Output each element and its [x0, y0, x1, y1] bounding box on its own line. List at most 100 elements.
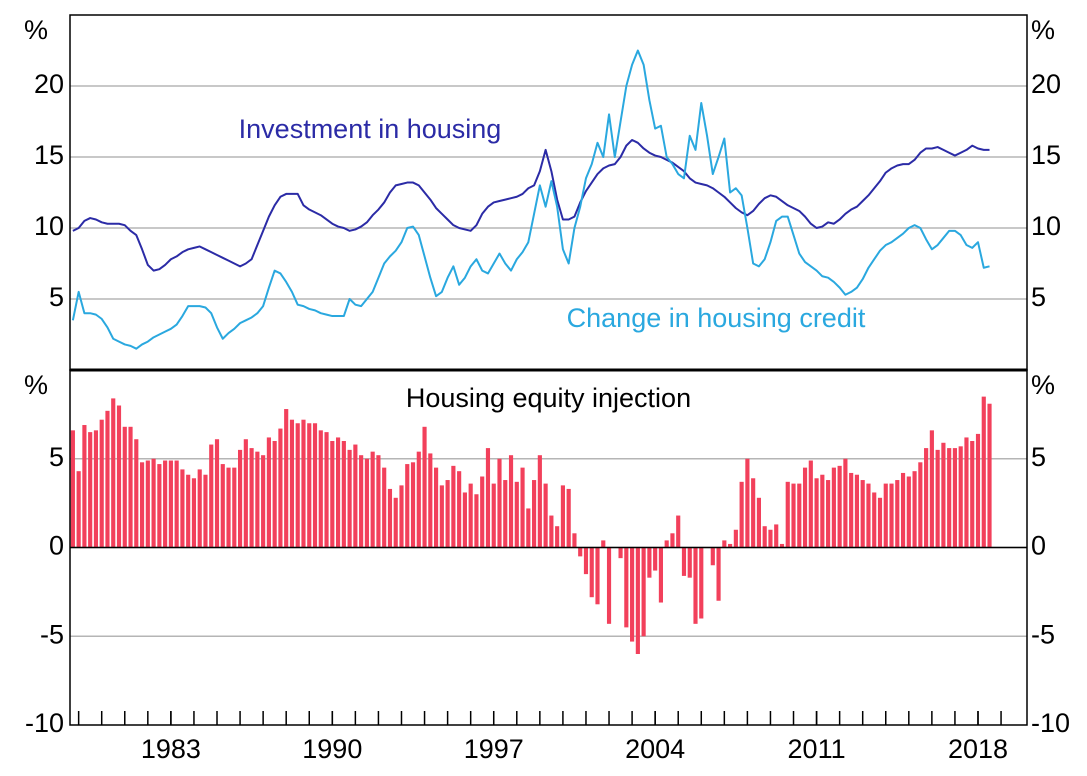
bar: [566, 488, 571, 548]
bar: [399, 485, 404, 548]
bar: [958, 446, 963, 548]
y2-tick-label: 0: [1031, 531, 1046, 561]
y2-tick-label: 20: [1031, 69, 1061, 99]
bar: [774, 524, 779, 548]
bar: [163, 460, 168, 548]
bar: [595, 547, 600, 605]
x-tick-label: 1990: [302, 734, 362, 764]
bar: [710, 547, 715, 566]
y-tick-label: 10: [34, 211, 64, 241]
bar: [624, 547, 629, 628]
bar: [82, 425, 87, 548]
bar: [975, 433, 981, 548]
y2-tick-label: 5: [1031, 442, 1046, 472]
bar: [981, 396, 986, 548]
series-line: [71, 49, 990, 350]
y2-tick-label: 10: [1031, 211, 1061, 241]
bar: [849, 472, 854, 548]
y2-tick-label: -10: [1031, 708, 1070, 738]
bar: [382, 467, 387, 548]
bar: [970, 441, 975, 548]
bar: [289, 419, 295, 548]
bar: [745, 458, 750, 548]
bar: [76, 471, 81, 548]
bar: [583, 547, 589, 575]
bar: [722, 540, 727, 548]
bar: [307, 423, 312, 548]
bar: [191, 478, 197, 548]
bar: [88, 432, 93, 548]
bar: [751, 478, 756, 548]
bar: [474, 494, 479, 548]
bar: [653, 547, 658, 571]
bar: [895, 480, 900, 548]
bar: [174, 460, 179, 548]
bar: [237, 449, 243, 548]
x-tick-label: 2004: [625, 734, 685, 764]
bar: [837, 465, 842, 548]
y-unit-label: %: [24, 15, 48, 45]
bar: [872, 492, 877, 548]
bar: [826, 480, 831, 548]
bar: [226, 467, 231, 548]
y-tick-label: 15: [34, 140, 64, 170]
bar: [912, 471, 917, 548]
bar: [952, 448, 958, 548]
bar: [214, 439, 220, 548]
bar: [122, 426, 127, 548]
bar: [491, 483, 496, 548]
bar: [860, 480, 865, 548]
bar: [422, 426, 427, 548]
bar: [635, 547, 640, 654]
y-tick-label: 20: [34, 69, 64, 99]
bar: [503, 480, 508, 548]
bar: [797, 483, 802, 548]
bar: [941, 442, 946, 548]
y-unit-label: %: [24, 370, 48, 400]
bar: [987, 403, 992, 548]
y2-tick-label: 5: [1031, 282, 1046, 312]
series-label: Change in housing credit: [567, 303, 866, 333]
bar: [145, 460, 150, 548]
bar: [802, 467, 808, 548]
bar: [866, 483, 871, 548]
bar: [670, 533, 675, 548]
bar: [457, 471, 462, 548]
bar: [428, 453, 433, 548]
panel-title: Housing equity injection: [406, 383, 691, 413]
bar: [434, 467, 439, 548]
bar: [606, 547, 612, 624]
bar: [630, 547, 635, 642]
y2-unit-label: %: [1031, 15, 1055, 45]
bar: [768, 529, 773, 548]
bar: [785, 481, 790, 548]
bar: [883, 483, 888, 548]
bar: [203, 474, 208, 548]
bar: [134, 439, 139, 548]
bar: [111, 398, 116, 548]
y-tick-label: 5: [49, 282, 64, 312]
bar: [451, 465, 456, 548]
bar: [220, 464, 225, 548]
y-tick-label: -5: [40, 619, 64, 649]
bar: [739, 481, 744, 548]
bar: [918, 462, 923, 548]
bar: [578, 547, 583, 557]
bar: [687, 547, 692, 578]
bar: [843, 458, 848, 548]
bar: [693, 547, 698, 624]
bar: [647, 547, 652, 578]
bar: [278, 428, 283, 548]
bar: [762, 526, 767, 548]
bar: [180, 469, 185, 548]
bar: [537, 455, 542, 548]
bar: [416, 451, 421, 548]
x-tick-label: 2018: [948, 734, 1008, 764]
bar: [364, 458, 369, 548]
bar: [335, 437, 341, 548]
bar: [699, 547, 704, 619]
bar: [255, 451, 260, 548]
x-tick-label: 2011: [788, 734, 846, 764]
